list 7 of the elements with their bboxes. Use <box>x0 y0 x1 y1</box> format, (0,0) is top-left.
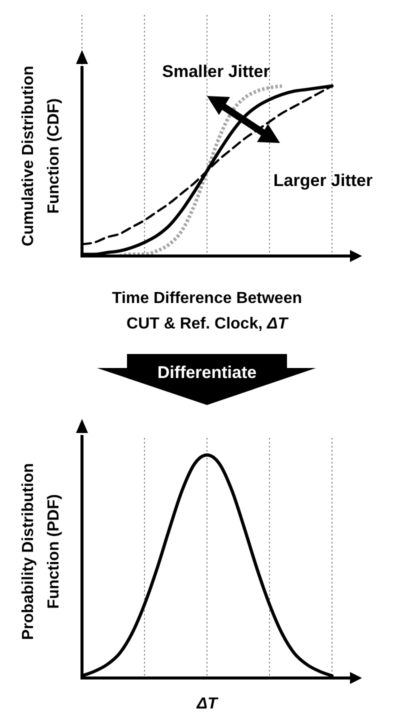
x-axis-title: ΔT <box>196 696 218 713</box>
text: Differentiate <box>157 363 257 382</box>
x-axis-title: Time Difference Between CUT & Ref. Clock, ΔT <box>112 290 302 332</box>
annotation: Larger Jitter <box>273 170 373 190</box>
y-axis-title: Probability Distribution Function (PDF) <box>20 463 62 640</box>
text: Smaller Jitter <box>162 62 270 81</box>
y-axis-title: Cumulative Distribution Function (CDF) <box>20 66 62 246</box>
